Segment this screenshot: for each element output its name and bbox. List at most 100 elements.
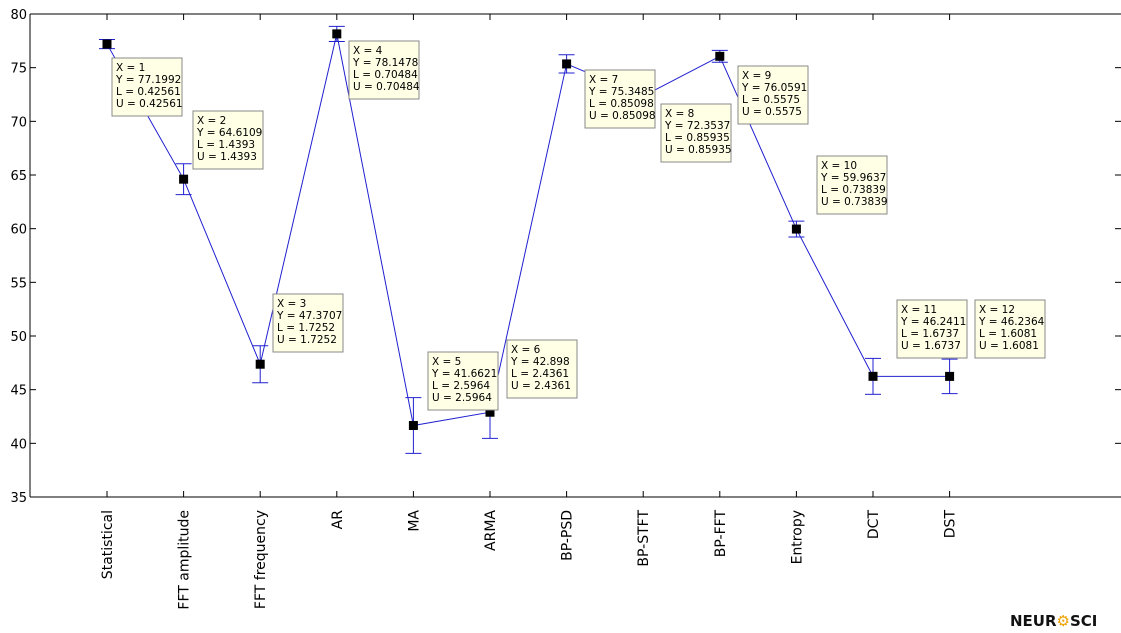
datatip-line: X = 10 — [821, 160, 857, 172]
x-category-label: AR — [330, 510, 346, 530]
datatip-box — [427, 351, 499, 411]
datatip-line: U = 2.5964 — [432, 392, 492, 404]
x-category-label: DST — [943, 510, 959, 539]
x-category-label: FFT amplitude — [177, 510, 193, 610]
y-tick-label: 65 — [10, 169, 27, 184]
y-tick-label: 70 — [10, 115, 27, 130]
datatip-line: X = 1 — [116, 62, 145, 74]
data-point — [715, 51, 725, 61]
x-category-label: Entropy — [789, 510, 805, 564]
datatip-line: L = 1.6737 — [901, 328, 959, 340]
datatip-line: Y = 59.9637 — [820, 172, 886, 184]
x-category-label: ARMA — [483, 510, 499, 551]
watermark-logo: NEUR⚙SCI — [1010, 612, 1097, 630]
y-tick-label: 45 — [10, 384, 27, 399]
datatip-line: X = 3 — [277, 298, 306, 310]
data-point — [179, 174, 189, 184]
x-category-label: MA — [406, 510, 422, 532]
datatip-box — [111, 57, 183, 117]
datatip-line: U = 1.4393 — [197, 151, 257, 163]
data-point — [485, 407, 495, 417]
datatip-box — [660, 103, 732, 163]
datatip-line: X = 5 — [432, 356, 461, 368]
datatip-line: X = 4 — [353, 45, 383, 57]
series-line — [106, 33, 950, 427]
datatip-line: L = 1.4393 — [197, 139, 255, 151]
datatip-line: L = 0.85935 — [665, 132, 730, 144]
datatip-line: L = 1.7252 — [277, 322, 335, 334]
x-category-label: FFT frequency — [253, 510, 269, 609]
datatip-line: Y = 42.898 — [510, 356, 570, 368]
datatip-line: Y = 46.2364 — [978, 316, 1045, 328]
datatip-line: U = 0.73839 — [821, 196, 888, 208]
data-point — [332, 29, 342, 39]
y-tick-label: 75 — [10, 62, 27, 77]
datatip-line: X = 7 — [589, 74, 618, 86]
x-category-label: BP-FFT — [713, 510, 729, 558]
data-point — [562, 59, 572, 69]
datatip-line: X = 2 — [197, 115, 226, 127]
y-tick-label: 40 — [10, 437, 27, 452]
datatip-box — [816, 155, 888, 215]
datatip-box — [737, 65, 809, 125]
datatip-line: X = 11 — [901, 304, 937, 316]
datatip-line: X = 6 — [511, 344, 541, 356]
datatip-line: X = 8 — [665, 108, 694, 120]
datatip-line: U = 0.85098 — [589, 110, 656, 122]
chart-marks — [99, 25, 958, 454]
y-tick-label: 35 — [10, 491, 27, 506]
datatip-box — [506, 339, 578, 399]
datatip-line: L = 0.5575 — [742, 94, 800, 106]
data-point — [102, 39, 112, 49]
y-tick-label: 80 — [10, 8, 27, 23]
datatip-line: Y = 78.1478 — [352, 57, 418, 69]
datatip-line: U = 1.7252 — [277, 334, 337, 346]
chart-axes: 35 40 45 50 55 60 65 70 75 80 Statistical FFT ampli… — [10, 8, 1121, 610]
y-tick-label: 60 — [10, 223, 27, 238]
datatip-line: U = 0.5575 — [742, 106, 802, 118]
x-category-label: Statistical — [100, 510, 116, 579]
datatip-line: Y = 77.1992 — [115, 74, 181, 86]
datatip-line: U = 2.4361 — [511, 380, 571, 392]
datatip-line: L = 1.6081 — [979, 328, 1037, 340]
x-category-label: DCT — [866, 510, 882, 540]
watermark-text-right: SCI — [1069, 612, 1098, 630]
datatip-line: U = 1.6081 — [979, 340, 1039, 352]
datatip-line: U = 0.42561 — [116, 98, 183, 110]
data-point — [408, 420, 418, 430]
data-point — [791, 224, 801, 234]
datatip-line: U = 1.6737 — [901, 340, 961, 352]
datatip-line: Y = 64.6109 — [196, 127, 262, 139]
datatip-box — [584, 69, 656, 129]
datatip-line: L = 0.73839 — [821, 184, 886, 196]
y-tick-label: 55 — [10, 276, 27, 291]
datatip-line: Y = 75.3485 — [588, 86, 654, 98]
datatip-box — [272, 293, 344, 353]
datatip-line: L = 0.85098 — [589, 98, 654, 110]
datatip-line: L = 2.5964 — [432, 380, 490, 392]
datatip-line: Y = 47.3707 — [276, 310, 342, 322]
datatip-box — [974, 299, 1046, 359]
datatip-line: L = 2.4361 — [511, 368, 569, 380]
datatip-line: Y = 41.6621 — [431, 368, 497, 380]
x-category-label: BP-PSD — [560, 510, 576, 561]
watermark-text-left: NEUR — [1010, 612, 1057, 630]
datatip-line: Y = 72.3537 — [664, 120, 730, 132]
datatip-line: L = 0.70484 — [353, 69, 418, 81]
datatip-line: U = 0.70484 — [353, 81, 420, 93]
data-point — [945, 371, 955, 381]
y-tick-label: 50 — [10, 330, 27, 345]
datatip-box — [192, 110, 264, 170]
datatip-line: Y = 76.0591 — [741, 82, 807, 94]
datatip-box — [896, 299, 968, 359]
x-category-label: BP-STFT — [636, 510, 652, 567]
datatip-line: U = 0.85935 — [665, 144, 732, 156]
gear-icon: ⚙ — [1056, 612, 1070, 630]
datatip-box — [348, 40, 420, 100]
datatip-line: L = 0.42561 — [116, 86, 181, 98]
data-point — [868, 371, 878, 381]
datatip-line: X = 12 — [979, 304, 1015, 316]
data-point — [255, 359, 265, 369]
